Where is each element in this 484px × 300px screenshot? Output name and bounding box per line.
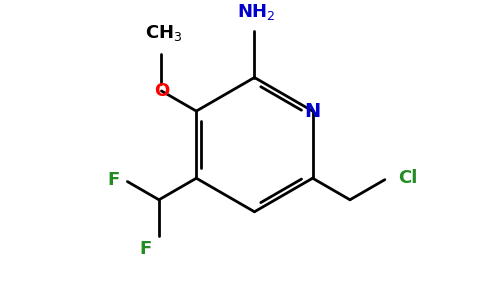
Text: O: O [154,82,169,100]
Text: F: F [139,240,151,258]
Text: CH$_3$: CH$_3$ [145,23,182,43]
Text: F: F [107,171,120,189]
Text: NH$_2$: NH$_2$ [237,2,276,22]
Text: Cl: Cl [398,169,418,187]
Text: N: N [304,102,321,121]
